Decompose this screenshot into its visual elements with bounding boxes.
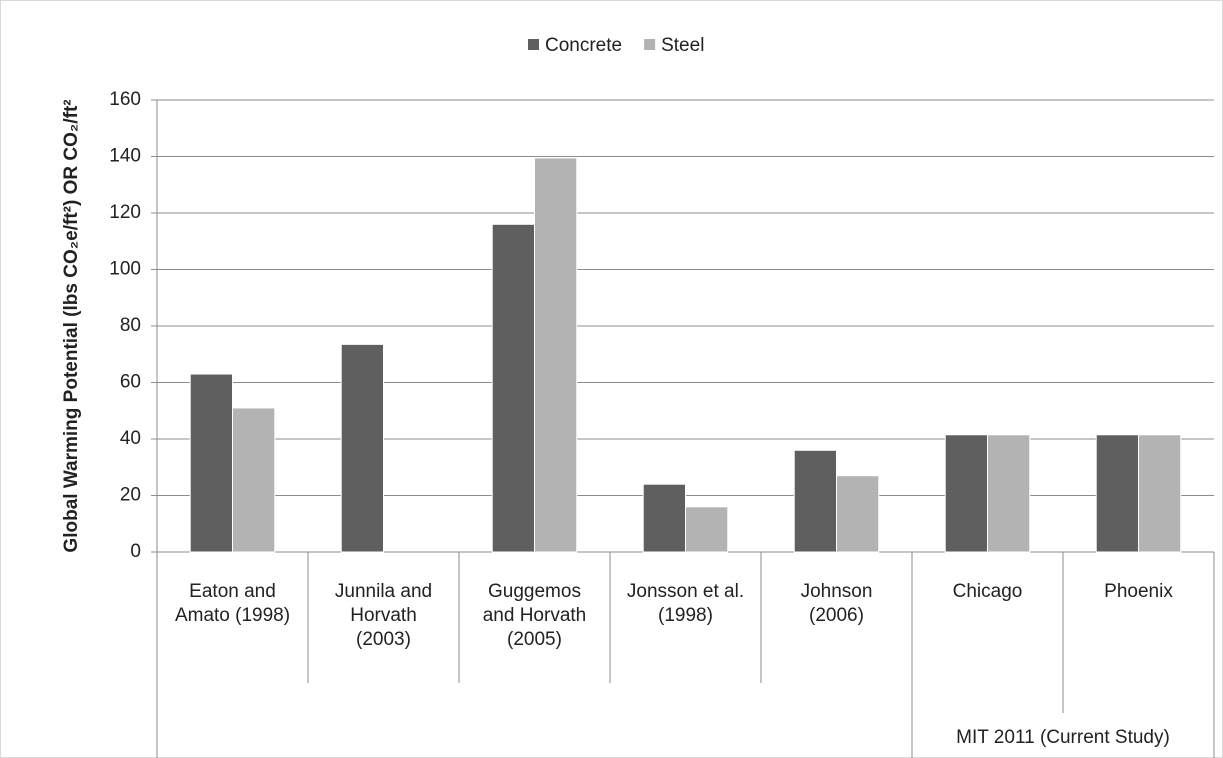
x-tick-label: Junnila and Horvath (2003) xyxy=(334,581,433,650)
bar xyxy=(232,407,276,553)
x-tick-label: Phoenix xyxy=(1104,581,1173,602)
bar xyxy=(534,157,578,553)
bar xyxy=(491,223,535,553)
x-tick-label: Jonsson et al. (1998) xyxy=(626,581,745,626)
legend-swatch xyxy=(644,39,656,50)
bar xyxy=(793,449,837,553)
bar xyxy=(685,506,729,553)
legend-swatch xyxy=(528,39,539,50)
bar xyxy=(836,475,880,553)
y-tick-label: 60 xyxy=(120,372,141,393)
y-tick-label: 20 xyxy=(120,485,141,506)
y-tick-label: 120 xyxy=(109,202,141,223)
y-tick-label: 160 xyxy=(109,89,141,110)
bar xyxy=(944,434,988,553)
bar xyxy=(189,373,233,553)
y-tick-label: 100 xyxy=(109,259,141,280)
y-tick-label: 0 xyxy=(130,541,141,562)
y-axis-title: Global Warming Potential (lbs CO₂e/ft²) … xyxy=(61,99,82,552)
x-tick-label: Johnson (2006) xyxy=(800,581,873,626)
bar xyxy=(987,434,1031,553)
x-tick-label: Guggemos and Horvath (2005) xyxy=(482,581,587,650)
bar xyxy=(1138,434,1182,553)
bar xyxy=(642,483,686,553)
bar xyxy=(340,343,384,553)
bar xyxy=(1095,434,1139,553)
legend-label: Concrete xyxy=(545,35,622,56)
legend-label: Steel xyxy=(661,35,704,56)
y-tick-label: 40 xyxy=(120,428,141,449)
group-label: MIT 2011 (Current Study) xyxy=(956,727,1170,748)
y-tick-label: 140 xyxy=(109,146,141,167)
x-tick-label: Chicago xyxy=(952,581,1023,602)
y-tick-label: 80 xyxy=(120,315,141,336)
x-tick-label: Eaton and Amato (1998) xyxy=(174,581,291,626)
